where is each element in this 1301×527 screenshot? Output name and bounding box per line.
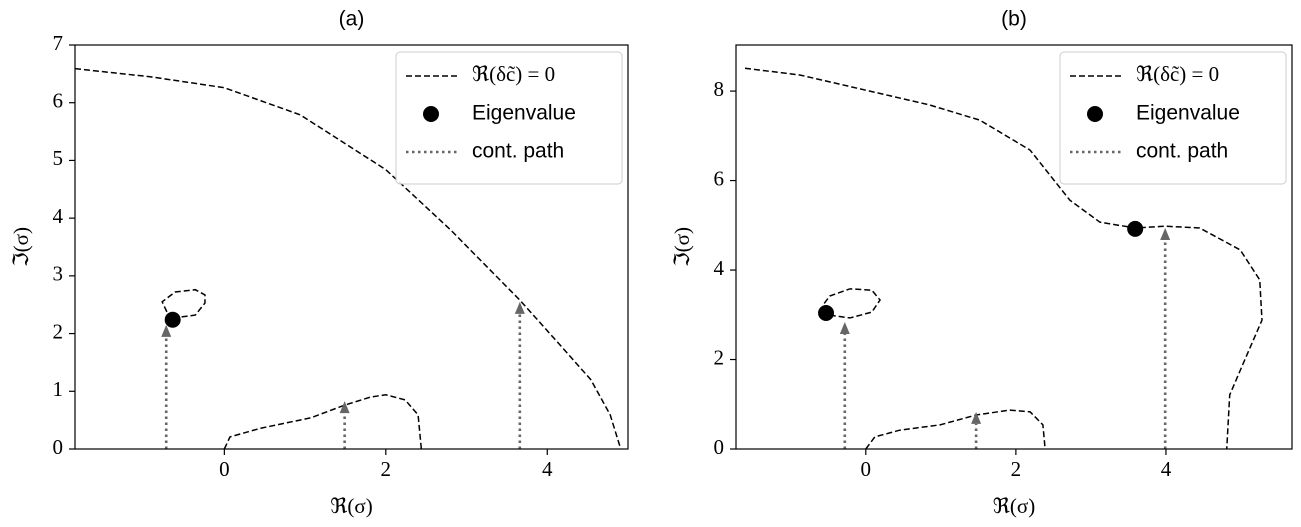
y-tick-label: 6 (53, 89, 64, 113)
subplot: (a) 0 2 4 0 1 2 3 4 5 6 7 ℜ(σ) ℑ(σ) ℜ(δc̃) = 0 Eigenval… (9, 8, 629, 518)
eigenvalue-marker (818, 304, 835, 321)
arrow-head (839, 321, 850, 334)
arrow-head (339, 401, 350, 414)
eigenvalue-marker (164, 311, 181, 328)
arrow-head (1160, 227, 1171, 240)
arrow-head (514, 301, 525, 314)
y-axis-label: ℑ(σ) (9, 227, 33, 267)
zero-contour (223, 393, 423, 450)
y-tick-label: 0 (53, 435, 64, 459)
x-tick-label: 4 (542, 457, 553, 481)
chart-title: (a) (339, 8, 365, 31)
x-tick-label: 2 (381, 457, 392, 481)
x-tick-label: 0 (861, 457, 872, 481)
legend-marker (1087, 106, 1103, 122)
y-axis-label: ℑ(σ) (670, 227, 694, 267)
legend-label: ℜ(δc̃) = 0 (472, 62, 555, 86)
zero-contour (822, 288, 882, 319)
x-axis-label: ℜ(σ) (330, 494, 372, 518)
y-tick-label: 0 (714, 435, 725, 459)
arrow-head (971, 411, 982, 424)
subplot: (b) 0 2 4 0 2 4 6 8 ℜ(σ) ℑ(σ) ℜ(δc̃) = 0 Eigenvalue c… (670, 8, 1293, 518)
zero-contour (161, 288, 206, 319)
legend-marker (423, 106, 439, 122)
x-tick-label: 2 (1011, 457, 1022, 481)
x-axis-label: ℜ(σ) (993, 494, 1035, 518)
legend-label: Eigenvalue (1136, 102, 1240, 125)
legend-box (1059, 51, 1287, 185)
y-tick-label: 4 (714, 256, 725, 280)
y-tick-label: 1 (53, 377, 64, 401)
legend-label: cont. path (472, 140, 564, 163)
zero-contour (74, 67, 622, 450)
legend-label: Eigenvalue (472, 102, 576, 125)
y-tick-label: 3 (53, 262, 64, 286)
y-tick-label: 4 (53, 204, 64, 228)
y-tick-label: 7 (53, 31, 64, 55)
plot-frame (735, 44, 1293, 450)
x-tick-label: 0 (219, 457, 230, 481)
y-tick-label: 2 (53, 319, 64, 343)
arrow-head (161, 324, 172, 337)
y-tick-label: 5 (53, 146, 64, 170)
chart-title: (b) (1001, 8, 1027, 31)
x-tick-label: 4 (1161, 457, 1172, 481)
zero-contour (865, 409, 1046, 450)
eigenvalue-marker (1127, 220, 1144, 237)
y-tick-label: 8 (714, 77, 725, 101)
y-tick-label: 2 (714, 345, 725, 369)
legend-label: cont. path (1136, 140, 1228, 163)
legend-label: ℜ(δc̃) = 0 (1136, 62, 1219, 86)
legend-box (395, 51, 623, 185)
y-tick-label: 6 (714, 166, 725, 190)
plot-frame (74, 44, 629, 450)
